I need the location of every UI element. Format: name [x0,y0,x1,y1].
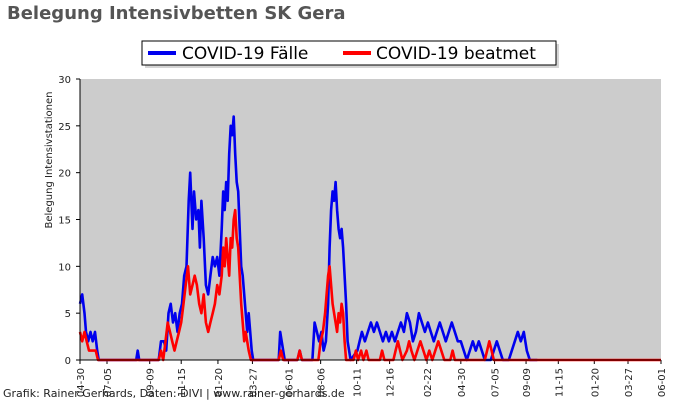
y-tick-label: 20 [58,169,71,180]
chart-title: Belegung Intensivbetten SK Gera [7,3,346,24]
x-tick-label: 11-15 [177,368,188,397]
legend-label-faelle: COVID-19 Fälle [182,44,308,64]
y-tick-label: 0 [65,356,71,367]
axis-frame [79,79,661,361]
y-axis-label: Belegung Intensivstationen [44,91,55,228]
y-axis: 0 5 10 15 20 25 30 [58,75,80,367]
x-tick-label: 03-27 [248,368,259,397]
plot-area [80,79,661,360]
x-tick-label: 12-16 [386,368,397,397]
x-tick-label: 07-05 [103,368,114,397]
x-tick-label: 06-01 [657,368,668,397]
y-tick-label: 25 [58,122,71,133]
x-tick-label: 08-06 [317,368,328,397]
x-tick-label: 01-20 [214,368,225,397]
x-tick-label: 01-20 [590,368,601,397]
x-tick-label: 04-30 [76,368,87,397]
x-tick-label: 10-11 [353,368,364,397]
legend: COVID-19 Fälle COVID-19 beatmet [141,40,559,68]
y-tick-label: 5 [65,309,71,320]
y-tick-label: 10 [58,262,71,273]
y-tick-label: 30 [58,75,71,86]
x-tick-label: 09-09 [522,368,533,397]
x-axis: 04-30 07-05 09-09 11-15 01-20 03-27 06-01 08-06… [76,360,668,397]
series-line-faelle [78,115,538,362]
y-tick-label: 15 [58,216,71,227]
x-tick-label: 07-05 [491,368,502,397]
x-tick-label: 02-22 [423,368,434,397]
x-tick-label: 03-27 [624,368,635,397]
legend-label-beatmet: COVID-19 beatmet [376,44,536,64]
x-tick-label: 11-15 [554,368,565,397]
x-tick-label: 09-09 [146,368,157,397]
credit-text: Grafik: Rainer Gerhards, Daten: DIVI | w… [3,387,345,400]
x-tick-label: 06-01 [284,368,295,397]
x-tick-label: 04-30 [457,368,468,397]
